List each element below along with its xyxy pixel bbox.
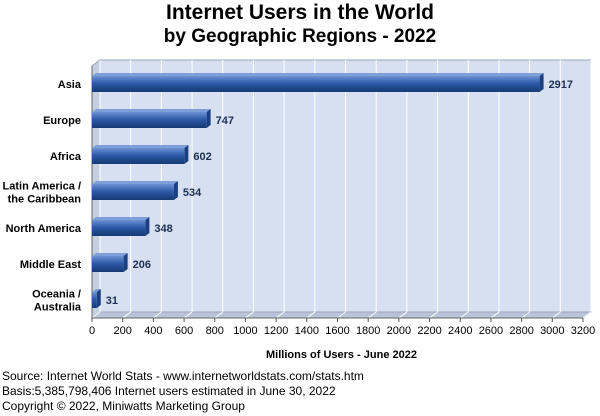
gridline-floor (552, 311, 561, 319)
x-tick-label: 1800 (356, 325, 380, 337)
x-tick-label: 2600 (479, 325, 503, 337)
x-tick-label: 600 (175, 325, 193, 337)
y-tick-label: Africa (50, 151, 82, 163)
data-label: 534 (183, 187, 202, 199)
x-tick-label: 1400 (295, 325, 319, 337)
x-tick-label: 800 (206, 325, 224, 337)
bar-end (206, 109, 211, 128)
y-tick-label: Oceania / (32, 289, 81, 301)
data-label: 348 (154, 223, 172, 235)
gridline-floor (582, 311, 592, 319)
bar-end (184, 145, 189, 164)
bar-end (539, 73, 544, 92)
bar (92, 256, 124, 272)
basis-text: Basis:5,385,798,406 Internet users estim… (2, 384, 336, 398)
gridline-floor (521, 311, 530, 319)
x-tick-label: 200 (114, 325, 132, 337)
bar-top (92, 217, 150, 220)
bar (92, 220, 146, 236)
bar (92, 76, 540, 92)
y-tick-label: Latin America / (3, 181, 81, 193)
x-tick-label: 2000 (387, 325, 411, 337)
bar (92, 112, 207, 128)
copyright-text: Copyright © 2022, Miniwatts Marketing Gr… (2, 399, 245, 413)
bar-end (123, 253, 128, 272)
bar-top (92, 181, 178, 184)
bar-end (145, 217, 150, 236)
gridline-floor (337, 311, 346, 319)
y-tick-label: Europe (43, 115, 81, 127)
y-tick-label: Asia (58, 79, 82, 91)
source-text: Source: Internet World Stats - www.inter… (2, 369, 364, 383)
y-tick-label: North America (6, 223, 82, 235)
gridline-floor (91, 311, 101, 319)
gridline-floor (275, 311, 285, 319)
y-tick-label: Australia (34, 302, 82, 314)
x-tick-label: 1200 (264, 325, 288, 337)
bar-top (92, 73, 544, 76)
gridline-floor (245, 311, 254, 319)
chart-subtitle: by Geographic Regions - 2022 (163, 26, 437, 47)
bar-end (96, 289, 101, 308)
data-label: 206 (133, 259, 151, 271)
x-tick-label: 3200 (571, 325, 595, 337)
bar (92, 184, 174, 200)
x-tick-label: 2200 (417, 325, 441, 337)
y-tick-label: Middle East (20, 259, 81, 271)
gridline-floor (490, 311, 500, 319)
data-label: 31 (106, 295, 118, 307)
gridline-floor (153, 311, 162, 319)
gridline-floor (214, 311, 224, 319)
bar (92, 292, 97, 308)
bar-end (173, 181, 178, 200)
gridline-floor (367, 311, 377, 319)
x-tick-label: 2800 (509, 325, 533, 337)
x-tick-label: 400 (144, 325, 162, 337)
gridline-floor (122, 311, 131, 319)
gridline-floor (398, 311, 408, 319)
gridline-floor (459, 311, 469, 319)
bar-top (92, 253, 128, 256)
gridline-floor (306, 311, 316, 319)
x-tick-label: 1600 (325, 325, 349, 337)
y-tick-label: the Caribbean (8, 194, 82, 206)
bar-top (92, 289, 101, 292)
chart-title: Internet Users in the World (166, 1, 434, 24)
gridline-floor (183, 311, 193, 319)
data-label: 2917 (549, 79, 573, 91)
bar-top (92, 109, 211, 112)
bar (92, 148, 185, 164)
gridline-floor (429, 311, 438, 319)
bar-top (92, 145, 189, 148)
x-tick-label: 2400 (448, 325, 472, 337)
x-tick-label: 0 (89, 325, 95, 337)
x-tick-label: 3000 (540, 325, 564, 337)
data-label: 602 (193, 151, 211, 163)
x-axis-title: Millions of Users - June 2022 (266, 349, 417, 361)
data-label: 747 (216, 115, 234, 127)
x-tick-label: 1000 (233, 325, 257, 337)
